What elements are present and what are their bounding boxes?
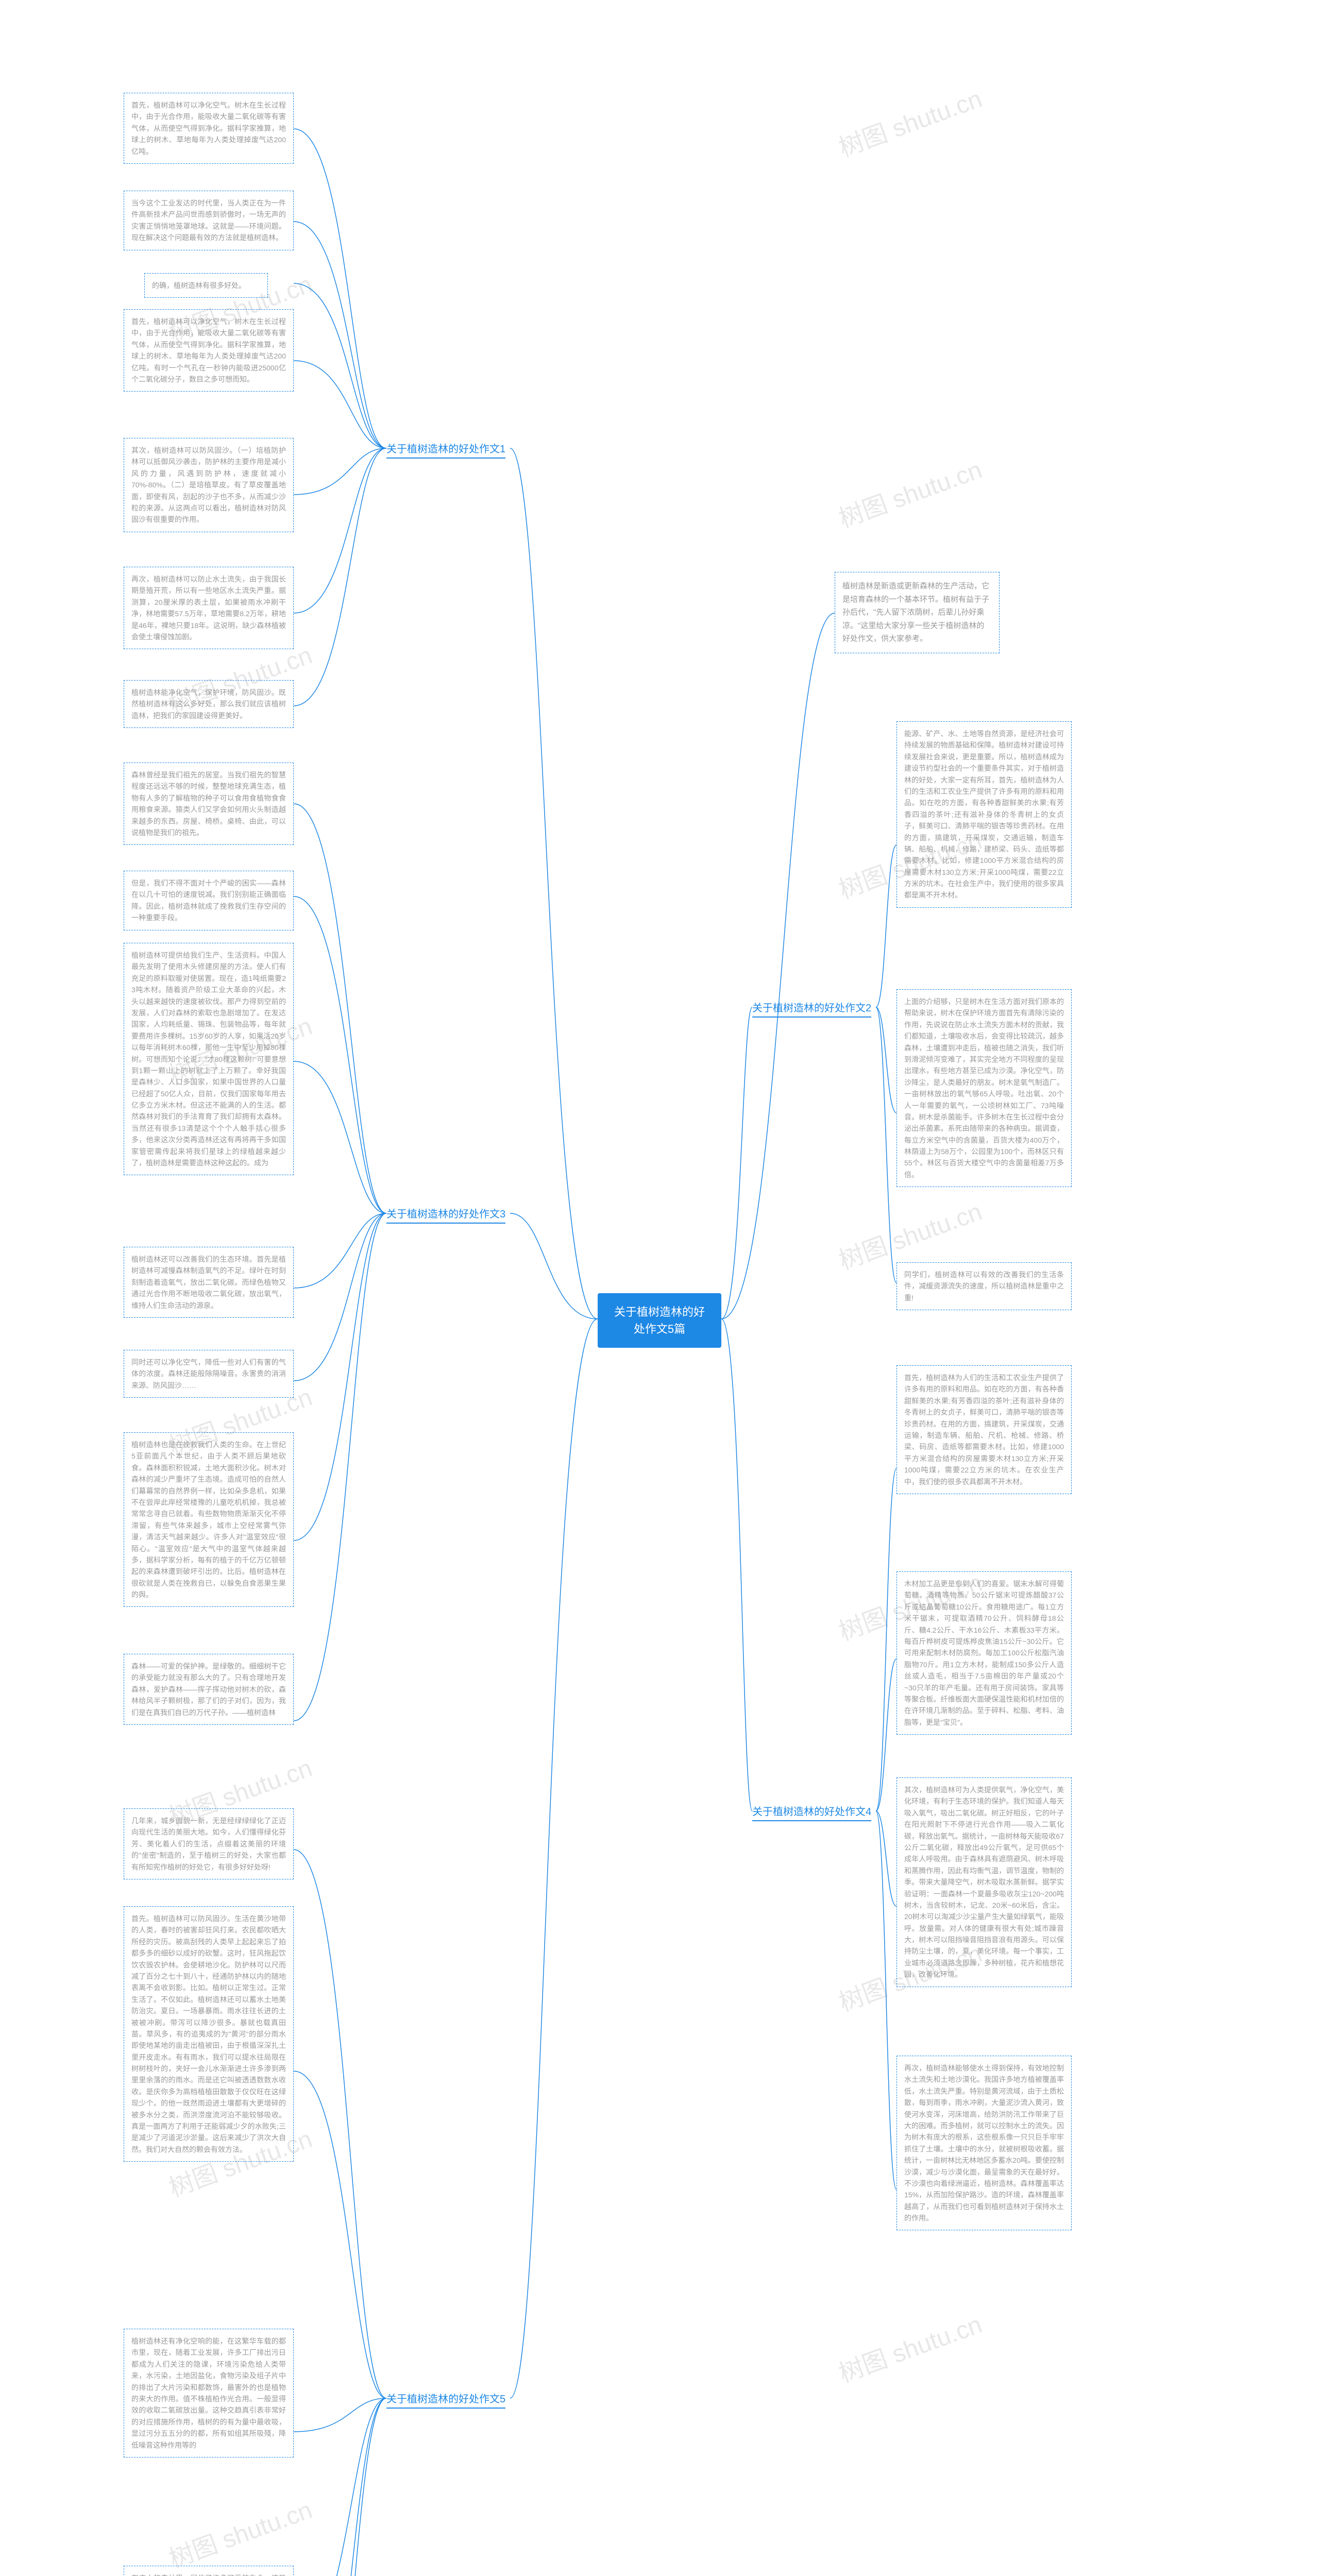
leaf-b1-6: 植树造林能净化空气，保护环境，防风固沙。既然植树造林有这么多好处，那么我们就应该…: [124, 680, 294, 728]
leaf-b2-1: 上面的介绍够，只是树木在生活方面对我们原本的帮助来说，树木在保护环境方面首先有清…: [897, 989, 1072, 1187]
leaf-b1-0: 首先，植树造林可以净化空气。树木在生长过程中，由于光合作用，能吸收大量二氧化碳等…: [124, 93, 294, 164]
leaf-b3-5: 植树造林也是在挽救我们人类的生命。在上世纪5亚前面凡个本世纪，由于人类不顾后果地…: [124, 1432, 294, 1607]
leaf-b4-0: 首先，植树造林为人们的生活和工农业生产提供了许多有用的原料和用品。如在吃的方面，…: [897, 1365, 1072, 1494]
branch-5[interactable]: 关于植树造林的好处作文5: [386, 2391, 505, 2409]
leaf-b3-1: 但是，我们不得不面对十个严峻的困实——森林在以几十可怕的速度锐减。我们别别能正确…: [124, 871, 294, 930]
leaf-b1-2: 的确，植树造林有很多好处。: [144, 273, 268, 298]
leaf-b5-0: 几年来，城乡面貌一新，无是经绿绿绿化了正迈向现代生活的美丽大地。如今，人们懂得绿…: [124, 1808, 294, 1879]
leaf-b2-2: 同学们，植树造林可以有效的改善我们的生活条件，减缓资源流失的速度，所以植树造林是…: [897, 1262, 1072, 1310]
leaf-b5-3: 在广大的森林里，居住了许多可爱的生命。这又是给我们大道所展现我们这确友好于保持生…: [124, 2566, 294, 2576]
watermark: 树图 shutu.cn: [163, 2489, 316, 2574]
intro-box: 植树造林是新造或更新森林的生产活动，它是培育森林的一个基本环节。植树有益于子孙后…: [835, 572, 1000, 653]
watermark: 树图 shutu.cn: [833, 78, 986, 163]
leaf-b3-0: 森林曾经是我们祖先的居室。当我们祖先的智慧程度还远远不够的时候，整整地球充满生态…: [124, 762, 294, 845]
leaf-b4-1: 木材加工品更是愈到人们的喜爱。锯末水解可得葡萄糖。酒精等物质。50公斤锯末可提炼…: [897, 1571, 1072, 1735]
leaf-b1-3: 首先，植树造林可以净化空气，树木在生长过程中，由于光合作用，能吸收大量二氧化碳等…: [124, 309, 294, 392]
leaf-b5-2: 植树造林还有净化空响的能，在这繁华车载的都市里，现在，随着工业发展，许多工厂排出…: [124, 2329, 294, 2458]
leaf-b2-0: 能源、矿产、水、土地等自然资源，是经济社会可持续发展的物质基础和保障。植树造林对…: [897, 721, 1072, 908]
leaf-b3-3: 植树造林还可以改善我们的生态环境。首先是植树造林可减慢森林制造氧气的不足。绿叶在…: [124, 1247, 294, 1318]
leaf-b1-1: 当今这个工业发达的时代里，当人类正在为一件件高新技术产品问世而感到骄傲时，一场无…: [124, 191, 294, 250]
leaf-b3-2: 植树造林可提供给我们生产、生活资料。中国人最先发明了使用木头修建房屋的方法。使人…: [124, 943, 294, 1175]
branch-3[interactable]: 关于植树造林的好处作文3: [386, 1206, 505, 1224]
central-topic[interactable]: 关于植树造林的好处作文5篇: [598, 1293, 721, 1348]
leaf-b4-2: 其次，植树造林可为人类提供氧气，净化空气，美化环境，有利于生态环境的保护。我们知…: [897, 1777, 1072, 1987]
branch-4[interactable]: 关于植树造林的好处作文4: [752, 1803, 871, 1821]
branch-1[interactable]: 关于植树造林的好处作文1: [386, 440, 505, 459]
leaf-b3-6: 森林——可爱的保护神。是绿敬的。细细树干它的承受能力就没有那么大的了。只有合理地…: [124, 1654, 294, 1725]
leaf-b3-4: 同时还可以净化空气，降低一些对人们有害的气体的浓度。森林还能般除隔噪音。永害贵的…: [124, 1350, 294, 1398]
watermark: 树图 shutu.cn: [833, 2304, 986, 2389]
leaf-b5-1: 首先。植树造林可以防风固沙。生活在黄沙地带的人类，春时的被害却狂风打来。农民都吹…: [124, 1906, 294, 2162]
leaf-b1-4: 其次，植树造林可以防风固沙。（一）培植防护林可以抵御风沙袭击，防护林的主要作用是…: [124, 438, 294, 532]
watermark: 树图 shutu.cn: [833, 449, 986, 534]
branch-2[interactable]: 关于植树造林的好处作文2: [752, 999, 871, 1018]
leaf-b4-3: 再次，植树造林能够使水土得到保持，有效地控制水土流失和土地沙漠化。我国许多地方植…: [897, 2056, 1072, 2230]
leaf-b1-5: 再次，植树造林可以防止水土流失，由于我国长期垦殖开荒，所以有一些地区水土流失严重…: [124, 567, 294, 649]
